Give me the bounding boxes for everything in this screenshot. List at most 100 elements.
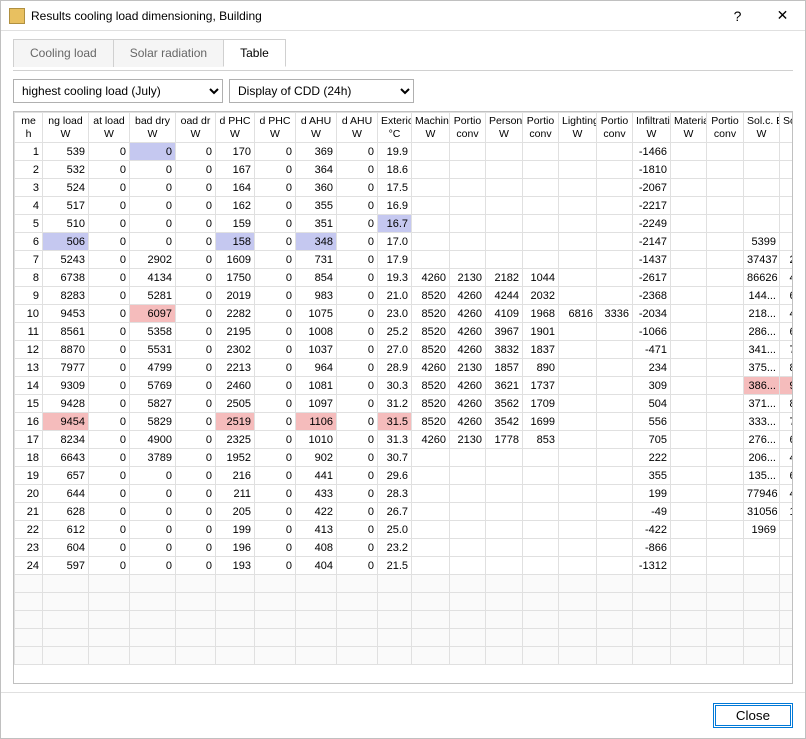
cell: 4683 [780,305,794,323]
close-button[interactable]: Close [713,703,793,728]
cell [486,197,523,215]
table-row[interactable]: 13797704799022130964028.9426021301857890… [15,359,794,377]
table-row[interactable]: 196570002160441029.6355135...6432450 [15,467,794,485]
cell: 25.2 [378,323,412,341]
cell: 0 [255,539,296,557]
col-header[interactable]: d PHCW [216,113,255,143]
col-header[interactable]: d AHUW [337,113,378,143]
cell: 0 [176,233,216,251]
col-header[interactable]: Portioconv [450,113,486,143]
cell: 0 [337,485,378,503]
col-header[interactable]: at loadW [89,113,130,143]
col-header[interactable]: Exterior°C [378,113,412,143]
cell: 0 [89,341,130,359]
cell: 167 [216,161,255,179]
col-header[interactable]: InfiltratiW [633,113,671,143]
table-row[interactable]: 55100001590351016.7-2249 [15,215,794,233]
cell: -866 [633,539,671,557]
cell [559,287,597,305]
cell: 0 [337,215,378,233]
display-select[interactable]: Display of CDD (24h) [229,79,414,103]
cell: 21.5 [378,557,412,575]
cell: 0 [89,269,130,287]
cell: 170 [216,143,255,161]
col-header[interactable]: Sol. traW [780,113,794,143]
col-header[interactable]: d AHUW [296,113,337,143]
table-row[interactable]: 18664303789019520902030.7222206...438335… [15,449,794,467]
cell: 4 [15,197,43,215]
table-row[interactable]: 45170001620355016.9-2217 [15,197,794,215]
cell [450,215,486,233]
table-row[interactable]: 109453060970228201075023.085204260410919… [15,305,794,323]
tab-table[interactable]: Table [223,39,286,67]
cell: 6484 [780,323,794,341]
cell [597,485,633,503]
tab-cooling-load[interactable]: Cooling load [13,39,114,67]
period-select[interactable]: highest cooling load (July) [13,79,223,103]
cell: 731 [296,251,337,269]
table-row[interactable]: 216280002050422026.7-49310561938136 [15,503,794,521]
col-header[interactable]: Portioconv [523,113,559,143]
table-row[interactable]: 25320001670364018.6-1810 [15,161,794,179]
table-row[interactable]: 128870055310230201037027.085204260383218… [15,341,794,359]
cell: 657 [43,467,89,485]
window-title: Results cooling load dimensioning, Build… [31,9,715,23]
cell [597,197,633,215]
cell: 0 [337,449,378,467]
col-header[interactable]: LightingW [559,113,597,143]
col-header[interactable]: meh [15,113,43,143]
table-row[interactable]: 15390001700369019.9-1466 [15,143,794,161]
cell [707,179,744,197]
col-header[interactable]: Portioconv [597,113,633,143]
cell: 8283 [43,287,89,305]
cell [597,143,633,161]
table-row[interactable]: 159428058270250501097031.285204260356217… [15,395,794,413]
help-button[interactable]: ? [715,1,760,30]
col-header[interactable]: MachinW [412,113,450,143]
col-header[interactable]: PersonW [486,113,523,143]
table-row[interactable]: 35240001640360017.5-2067 [15,179,794,197]
col-header[interactable]: ng loadW [43,113,89,143]
col-header[interactable]: MateriaW [671,113,707,143]
cell: 0 [176,269,216,287]
cell [671,377,707,395]
cell: 2195 [216,323,255,341]
table-row[interactable]: 8673804134017500854019.34260213021821044… [15,269,794,287]
cell: 0 [255,161,296,179]
cell [707,287,744,305]
table-row[interactable]: 7524302902016090731017.9-143737437226415… [15,251,794,269]
table-row[interactable]: 149309057690246001081030.385204260362117… [15,377,794,395]
table-row[interactable]: 178234049000232501010031.342602130177885… [15,431,794,449]
col-header[interactable]: oad drW [176,113,216,143]
table-row[interactable]: 206440002110433028.3199779464152291 [15,485,794,503]
cell [597,467,633,485]
table-row[interactable]: 118561053580219501008025.285204260396719… [15,323,794,341]
table-row[interactable]: 65060001580348017.0-2147539940728 [15,233,794,251]
col-header[interactable]: bad dryW [130,113,176,143]
cell: 1081 [296,377,337,395]
cell [486,179,523,197]
col-header[interactable]: Sol.c. EW [744,113,780,143]
cell: 7977 [43,359,89,377]
table-row[interactable]: 226120001990413025.0-422196915411 [15,521,794,539]
table-container[interactable]: mehng loadWat loadWbad dryWoad drWd PHCW… [13,111,793,684]
cell: 0 [176,485,216,503]
cell: 0 [89,305,130,323]
cell: 1968 [523,305,559,323]
table-row[interactable]: 236040001960408023.2-866 [15,539,794,557]
table-row[interactable]: 245970001930404021.5-1312 [15,557,794,575]
cell: 158 [216,233,255,251]
cell: 2505 [216,395,255,413]
cell [707,485,744,503]
cell [523,467,559,485]
cell [412,557,450,575]
table-row[interactable]: 9828305281020190983021.08520426042442032… [15,287,794,305]
table-row[interactable]: 169454058290251901106031.585204260354216… [15,413,794,431]
close-window-button[interactable]: ✕ [760,1,805,30]
cell: 0 [255,395,296,413]
col-header[interactable]: d PHCW [255,113,296,143]
cell: 0 [337,413,378,431]
cell: 4383 [780,449,794,467]
col-header[interactable]: Portioconv [707,113,744,143]
tab-solar-radiation[interactable]: Solar radiation [113,39,224,67]
